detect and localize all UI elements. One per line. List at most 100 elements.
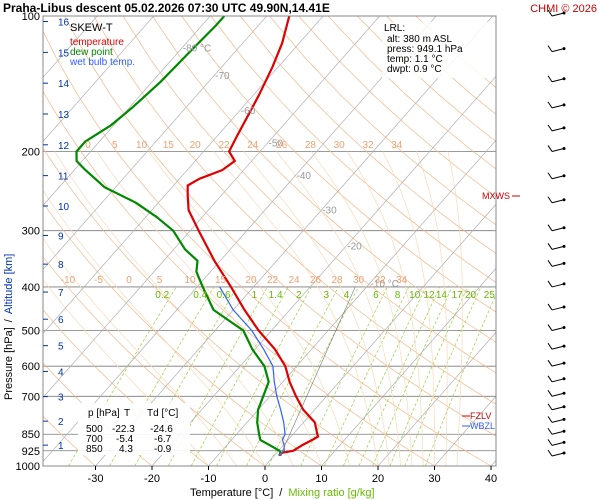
moist-adiabat-label-upper: 28 [305, 140, 317, 151]
moist-adiabat-label-lower: 22 [267, 275, 279, 286]
dry-adiabat [43, 415, 96, 466]
x-axis-label: Temperature [°C] / Mixing ratio [g/kg] [190, 487, 375, 499]
moist-adiabat-label-lower: 10 [184, 275, 196, 286]
wind-barb-icon [551, 430, 565, 435]
lrl-press: press: 949.1 hPa [387, 44, 463, 55]
moist-adiabat-label-lower: 26 [310, 275, 322, 286]
lrl-temp: temp: 1.1 °C [387, 54, 443, 65]
wind-barb-dot-icon [562, 47, 566, 51]
isotherm [208, 139, 496, 466]
mixing-ratio-line [68, 286, 177, 466]
mixing-ratio-label: 6 [373, 290, 379, 301]
lrl-heading: LRL: [384, 23, 405, 34]
y-axis-label: Pressure [hPa] / Altitude [km] [3, 254, 15, 400]
dry-adiabat [43, 147, 379, 466]
moist-adiabat-label-lower: 0 [126, 275, 132, 286]
moist-adiabat-label-upper: 24 [247, 140, 259, 151]
chart-title: Praha-Libus descent 05.02.2026 07:30 UTC… [3, 1, 330, 15]
moist-adiabat-label-upper: 22 [218, 140, 230, 151]
dry-adiabat [152, 16, 496, 343]
altitude-tick-label: 16 [58, 18, 70, 29]
pressure-tick-label: 100 [22, 11, 40, 23]
isotherm [321, 267, 496, 466]
wind-barb-icon [547, 427, 553, 435]
mixing-ratio-label: 0.2 [155, 290, 169, 301]
altitude-tick-label: 7 [58, 288, 64, 299]
wind-barb-icon [547, 280, 553, 288]
wind-barb-icon [551, 227, 565, 232]
dry-adiabat [122, 16, 496, 374]
x-tick-label: 40 [485, 473, 497, 485]
table-row-850-p: 850 [86, 444, 103, 455]
moist-adiabat-label-upper: 26 [276, 140, 288, 151]
moist-adiabat-label-upper: 34 [391, 140, 403, 151]
isotherm [95, 16, 493, 466]
dry-adiabat [64, 16, 496, 437]
wind-barb-icon [551, 147, 565, 152]
x-tick-label: 20 [372, 473, 384, 485]
moist-adiabat [54, 151, 294, 466]
moist-adiabat [447, 151, 463, 466]
wind-barb-icon [551, 175, 565, 180]
wind-barb-dot-icon [562, 440, 566, 444]
table-row-500-td: -24.6 [150, 424, 173, 435]
legend-temperature: temperature [70, 37, 124, 48]
mixing-ratio-line [300, 286, 388, 466]
dry-adiabat [210, 16, 496, 283]
mixing-ratio-label: 10 [409, 290, 421, 301]
mixing-ratio-line [134, 286, 238, 466]
y-axis-label-pressure: Pressure [hPa] [3, 327, 15, 400]
mixing-ratio-line [109, 286, 215, 466]
y-axis-label-separator: / [3, 318, 15, 322]
isotherm-label: -10 °C [371, 279, 399, 290]
wind-barb-icon [551, 283, 565, 288]
legend-dew-point: dew point [70, 47, 113, 58]
isotherm [151, 75, 496, 466]
mixing-ratio-line [342, 286, 427, 466]
moist-adiabat-label-upper: 10 [136, 140, 148, 151]
wind-barb-icon [551, 245, 565, 250]
wind-barb-icon [551, 48, 565, 53]
level-label-wbzl: WBZL [470, 421, 495, 431]
wind-barb-dot-icon [562, 261, 566, 265]
moist-adiabat-label-lower: 15 [215, 275, 227, 286]
wind-barb-icon [551, 327, 565, 332]
wind-barb-icon [547, 260, 553, 267]
wind-barb-icon [551, 104, 565, 109]
series-dew-point-line [75, 16, 282, 457]
wind-barb-icon [547, 359, 553, 367]
isotherm [43, 16, 380, 398]
wind-barb-icon [551, 362, 565, 367]
wind-barb-icon [547, 449, 553, 457]
wind-barb-icon [551, 345, 565, 350]
moist-adiabat-label-lower: 5 [157, 275, 163, 286]
moist-adiabat-label-upper: 32 [362, 140, 374, 151]
copyright: CHMI © 2026 [530, 3, 597, 15]
x-tick-label: 0 [262, 473, 268, 485]
lrl-box [382, 22, 488, 78]
wind-barb-dot-icon [562, 282, 566, 286]
dry-adiabat [43, 202, 322, 466]
isotherm [377, 331, 496, 466]
isotherm [43, 16, 437, 462]
x-axis-label-temperature: Temperature [°C] [190, 487, 273, 499]
moist-adiabat-label-lower: 32 [374, 275, 386, 286]
moist-adiabat-label-lower: -5 [94, 275, 103, 286]
altitude-tick-label: 13 [58, 110, 70, 121]
table-row-700-p: 700 [86, 434, 103, 445]
mixing-ratio-label: 20 [465, 290, 477, 301]
lrl-dwpt: dwpt: 0.9 °C [387, 64, 442, 75]
isotherm [43, 16, 324, 334]
moist-adiabat [213, 151, 379, 466]
wind-barb-icon [547, 124, 553, 132]
wind-barb-icon [547, 75, 553, 83]
wind-barb-icon [547, 416, 553, 423]
pressure-tick-label: 925 [22, 446, 40, 458]
moist-adiabat [276, 151, 401, 466]
wind-barb-dot-icon [562, 126, 566, 130]
table-header-p: p [hPa] [88, 408, 120, 419]
mixing-ratio-line [424, 293, 496, 466]
mixing-ratio-label: 4 [344, 290, 350, 301]
wind-barb-icon [547, 9, 553, 17]
